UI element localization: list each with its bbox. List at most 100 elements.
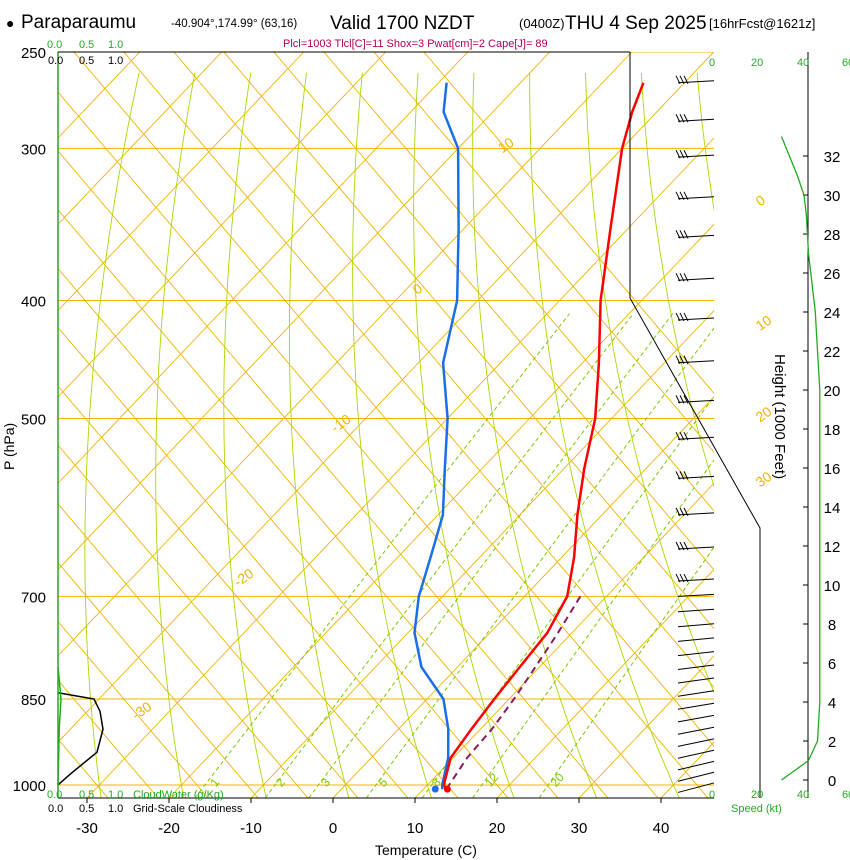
wind-barb-feather	[675, 273, 681, 282]
pressure-tick-label: 400	[21, 293, 46, 310]
wind-barb	[677, 436, 715, 440]
diagonal-grid	[423, 52, 714, 394]
wind-barb	[677, 546, 715, 550]
diagonal-grid	[58, 385, 409, 798]
wind-barb-feather	[683, 191, 689, 201]
diagonal-grid	[373, 52, 714, 453]
isotherm	[578, 655, 714, 798]
isotherm	[58, 52, 305, 312]
wind-barb	[677, 608, 715, 613]
height-tick-label: 8	[828, 617, 836, 634]
wind-barb	[677, 771, 715, 782]
mixing-ratio-label: 3	[318, 775, 333, 789]
wind-barb-feather	[675, 431, 681, 441]
isotherm	[332, 396, 714, 798]
height-tick-label: 10	[824, 578, 841, 595]
height-tick-label: 24	[824, 305, 841, 322]
mixing-ratio-label: 2	[273, 775, 288, 789]
parcel-path	[445, 595, 582, 790]
height-tick-label: 26	[824, 266, 841, 283]
cloudiness-tick-top-0: 0.0	[48, 55, 63, 67]
temp-tick-label: -20	[158, 820, 180, 837]
cloudiness-tick-bottom-0: 0.0	[48, 803, 63, 815]
diagonal-grid	[223, 52, 714, 630]
diagonal-grid	[58, 620, 209, 798]
wind-barb	[677, 234, 715, 238]
height-tick-label: 0	[828, 773, 836, 790]
height-tick-label: 20	[824, 383, 841, 400]
wind-barb-feather	[683, 573, 689, 583]
isotherm-label: 0	[410, 280, 426, 298]
header-bullet: ●	[6, 15, 14, 31]
dry-adiabat	[155, 72, 196, 798]
wind-barb-feather	[675, 541, 681, 551]
cloudiness-tick-bottom-1: 0.5	[79, 803, 94, 815]
speed-tick-bottom-0: 0	[709, 789, 715, 801]
right-boundary	[629, 52, 761, 798]
wind-barb	[677, 317, 715, 321]
diagonal-grid	[173, 52, 714, 689]
diagonal-grid	[273, 52, 714, 571]
isotherm	[496, 568, 714, 798]
wind-speed-profile	[780, 136, 821, 781]
isobars	[58, 52, 714, 786]
dewpoint-profile	[413, 82, 460, 790]
wind-barb-feather	[679, 431, 685, 441]
wind-barb	[677, 677, 715, 684]
diagonal-grid	[58, 444, 359, 798]
wind-barb-feather	[683, 355, 689, 364]
mixing-ratio-line	[264, 313, 634, 798]
height-tick-label: 32	[824, 149, 841, 166]
wind-barb	[677, 80, 715, 84]
dry-adiabat	[585, 72, 714, 694]
wind-barb-feather	[679, 312, 685, 322]
profiles	[413, 82, 645, 793]
height-tick-label: 4	[828, 695, 836, 712]
wind-barb	[677, 738, 715, 747]
dry-adiabat	[352, 72, 432, 798]
diagonal-grid	[123, 52, 714, 747]
wind-barb-feather	[679, 573, 685, 583]
wind-barb	[677, 196, 715, 200]
diagonal-grid	[58, 150, 609, 798]
temp-tick-label: 0	[329, 820, 337, 837]
wind-barb-feather	[679, 471, 685, 480]
wind-barb-feather	[683, 149, 689, 159]
isotherm	[250, 309, 714, 798]
wind-barb	[677, 690, 715, 697]
wind-barb	[677, 360, 715, 364]
height-tick-label: 16	[824, 461, 841, 478]
cloudiness-tick-top-2: 1.0	[108, 55, 123, 67]
wind-barb-feather	[679, 395, 685, 404]
isotherm-label: -20	[231, 565, 257, 590]
wind-barb	[677, 782, 715, 793]
surface-dew-dot	[431, 785, 439, 793]
mixing-ratio-lines	[194, 313, 714, 798]
pressure-tick-label: 700	[21, 589, 46, 606]
wind-barb-feather	[683, 507, 689, 517]
height-tick-label: 6	[828, 656, 836, 673]
height-tick-label: 14	[824, 500, 841, 517]
wind-barb-feather	[683, 431, 689, 441]
wind-barb	[677, 760, 715, 771]
speed-tick-top-2: 40	[797, 57, 809, 69]
wind-barb-feather	[683, 75, 689, 85]
wind-barb	[677, 399, 715, 403]
height-axis-title: Height (1000 Feet)	[771, 354, 788, 479]
dry-adiabat	[413, 72, 515, 798]
mixing-ratio-label: 1	[207, 775, 222, 789]
dry-adiabat	[223, 72, 267, 798]
wind-barb-feather	[683, 312, 689, 322]
wind-barb	[677, 154, 715, 158]
wind-barb-feather	[675, 149, 681, 159]
wind-barb-feather	[683, 395, 689, 404]
wind-barb	[677, 637, 715, 642]
dry-adiabat	[84, 72, 140, 798]
isotherm	[58, 52, 633, 657]
forecast-date: THU 4 Sep 2025	[565, 13, 707, 34]
pressure-tick-label: 250	[21, 45, 46, 62]
cloudiness-line	[57, 692, 104, 786]
diagonal-grid	[58, 326, 459, 798]
diagonal-grid	[58, 503, 309, 798]
